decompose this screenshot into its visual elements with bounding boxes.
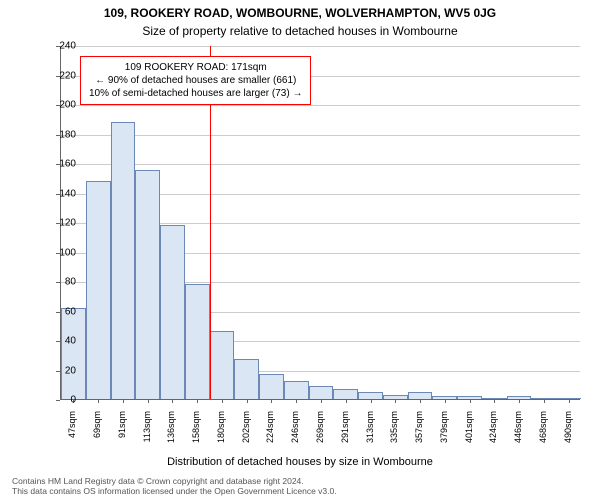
y-tick-mark <box>56 371 60 372</box>
x-tick-label: 335sqm <box>389 411 399 451</box>
histogram-bar <box>333 389 358 399</box>
x-tick-mark <box>544 399 545 403</box>
attribution-line2: This data contains OS information licens… <box>12 486 588 496</box>
y-tick-mark <box>56 223 60 224</box>
x-tick-mark <box>123 399 124 403</box>
x-tick-mark <box>271 399 272 403</box>
gridline <box>61 105 580 106</box>
gridline <box>61 46 580 47</box>
y-tick-mark <box>56 282 60 283</box>
y-tick-label: 220 <box>46 70 76 81</box>
histogram-bar <box>135 170 160 399</box>
histogram-bar <box>309 386 334 399</box>
y-tick-label: 180 <box>46 129 76 140</box>
histogram-bar <box>86 181 111 399</box>
x-tick-label: 47sqm <box>67 411 77 451</box>
x-tick-label: 291sqm <box>340 411 350 451</box>
histogram-bar <box>284 381 309 399</box>
histogram-bar <box>210 331 235 399</box>
x-tick-mark <box>296 399 297 403</box>
histogram-bar <box>61 308 86 399</box>
y-tick-mark <box>56 341 60 342</box>
x-tick-mark <box>395 399 396 403</box>
gridline <box>61 135 580 136</box>
y-tick-mark <box>56 312 60 313</box>
x-tick-mark <box>470 399 471 403</box>
x-tick-mark <box>247 399 248 403</box>
y-tick-label: 160 <box>46 159 76 170</box>
x-tick-label: 113sqm <box>142 411 152 451</box>
y-tick-mark <box>56 253 60 254</box>
x-tick-mark <box>98 399 99 403</box>
y-tick-label: 140 <box>46 188 76 199</box>
y-tick-mark <box>56 400 60 401</box>
histogram-bar <box>185 284 210 399</box>
x-tick-mark <box>197 399 198 403</box>
histogram-bar <box>234 359 259 399</box>
x-tick-mark <box>371 399 372 403</box>
x-tick-label: 446sqm <box>513 411 523 451</box>
attribution-text: Contains HM Land Registry data © Crown c… <box>12 476 588 496</box>
x-tick-label: 490sqm <box>563 411 573 451</box>
histogram-bar <box>259 374 284 399</box>
y-tick-label: 80 <box>46 277 76 288</box>
x-tick-label: 424sqm <box>488 411 498 451</box>
annotation-line1: 109 ROOKERY ROAD: 171sqm <box>89 61 302 74</box>
x-tick-mark <box>445 399 446 403</box>
x-tick-mark <box>321 399 322 403</box>
y-tick-mark <box>56 46 60 47</box>
x-tick-mark <box>519 399 520 403</box>
y-tick-mark <box>56 164 60 165</box>
histogram-bar <box>111 122 136 399</box>
x-tick-label: 401sqm <box>464 411 474 451</box>
chart-title-sub: Size of property relative to detached ho… <box>0 24 600 38</box>
x-tick-label: 202sqm <box>241 411 251 451</box>
y-tick-label: 20 <box>46 365 76 376</box>
x-tick-label: 313sqm <box>365 411 375 451</box>
histogram-bar <box>408 392 433 399</box>
y-tick-label: 0 <box>46 395 76 406</box>
y-tick-mark <box>56 76 60 77</box>
annotation-box: 109 ROOKERY ROAD: 171sqm← 90% of detache… <box>80 56 311 105</box>
x-tick-label: 158sqm <box>191 411 201 451</box>
y-tick-label: 200 <box>46 100 76 111</box>
attribution-line1: Contains HM Land Registry data © Crown c… <box>12 476 588 486</box>
y-tick-mark <box>56 105 60 106</box>
x-tick-label: 246sqm <box>290 411 300 451</box>
annotation-line2: ← 90% of detached houses are smaller (66… <box>89 74 302 87</box>
y-tick-mark <box>56 135 60 136</box>
y-tick-label: 40 <box>46 336 76 347</box>
chart-container: 109, ROOKERY ROAD, WOMBOURNE, WOLVERHAMP… <box>0 0 600 500</box>
annotation-line3: 10% of semi-detached houses are larger (… <box>89 87 302 100</box>
x-tick-mark <box>420 399 421 403</box>
y-tick-label: 60 <box>46 306 76 317</box>
histogram-bar <box>160 225 185 399</box>
x-tick-mark <box>172 399 173 403</box>
x-axis-label: Distribution of detached houses by size … <box>0 456 600 468</box>
x-tick-mark <box>148 399 149 403</box>
x-tick-label: 269sqm <box>315 411 325 451</box>
histogram-bar <box>358 392 383 399</box>
x-tick-mark <box>346 399 347 403</box>
gridline <box>61 164 580 165</box>
x-tick-label: 224sqm <box>265 411 275 451</box>
x-tick-label: 180sqm <box>216 411 226 451</box>
x-tick-mark <box>494 399 495 403</box>
x-tick-label: 136sqm <box>166 411 176 451</box>
y-tick-mark <box>56 194 60 195</box>
y-tick-label: 100 <box>46 247 76 258</box>
x-tick-label: 91sqm <box>117 411 127 451</box>
x-tick-label: 357sqm <box>414 411 424 451</box>
x-tick-label: 69sqm <box>92 411 102 451</box>
x-tick-label: 468sqm <box>538 411 548 451</box>
chart-title-main: 109, ROOKERY ROAD, WOMBOURNE, WOLVERHAMP… <box>0 6 600 20</box>
y-tick-label: 240 <box>46 41 76 52</box>
x-tick-mark <box>222 399 223 403</box>
y-tick-label: 120 <box>46 218 76 229</box>
x-tick-mark <box>569 399 570 403</box>
x-tick-label: 379sqm <box>439 411 449 451</box>
